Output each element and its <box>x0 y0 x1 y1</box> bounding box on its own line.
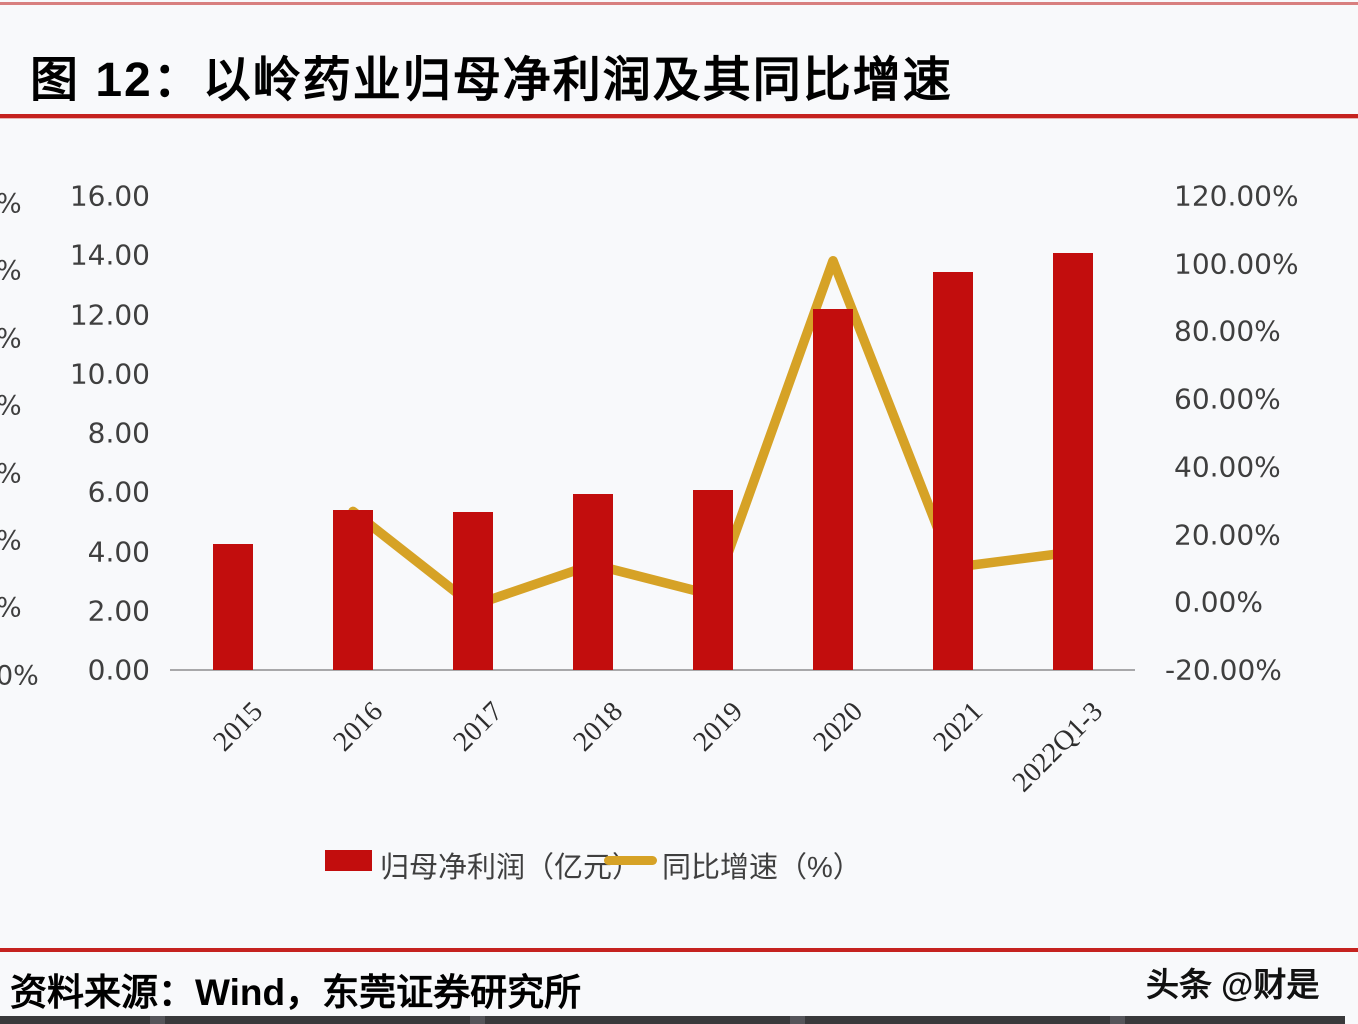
plot-area: 16.00 14.00 12.00 10.00 8.00 6.00 4.00 2.00 0.00… <box>0 140 1358 820</box>
y-axis-tick-right: -20.00% <box>1165 653 1282 687</box>
chart-title: 图 12：以岭药业归母净利润及其同比增速 <box>30 54 953 107</box>
y-axis-tick-left: 6.00 <box>87 475 150 509</box>
y-axis-tick-right: 60.00% <box>1174 382 1281 416</box>
bar-2021 <box>933 271 973 670</box>
legend-bar-swatch <box>325 850 372 871</box>
growth-line-chart <box>348 256 1078 611</box>
bar-2020 <box>813 308 853 670</box>
source-note: 资料来源：Wind，东莞证券研究所 <box>10 972 582 1013</box>
y-axis-tick-left: 0.00 <box>87 653 150 687</box>
y-axis-tick-right: 20.00% <box>1174 518 1281 552</box>
y-axis-tick-right: 100.00% <box>1174 247 1299 281</box>
y-axis-tick-right: 120.00% <box>1174 179 1299 213</box>
y-axis-tick-right: 0.00% <box>1174 585 1263 619</box>
x-axis-line <box>170 669 1135 671</box>
left-edge-axis-fragment: % <box>0 526 22 557</box>
legend-line-label: 同比增速（%） <box>662 852 862 884</box>
cropped-content-strip <box>0 1016 1345 1024</box>
y-axis-tick-left: 10.00 <box>69 357 150 391</box>
left-edge-axis-fragment: % <box>0 256 22 287</box>
bar-2016 <box>333 510 373 670</box>
y-axis-tick-left: 14.00 <box>69 238 150 272</box>
left-edge-axis-fragment: % <box>0 391 22 422</box>
title-underline-rule <box>0 114 1358 118</box>
bar-2015 <box>213 543 253 670</box>
bar-2018 <box>573 493 613 670</box>
bar-2017 <box>453 511 493 670</box>
y-axis-tick-left: 16.00 <box>69 179 150 213</box>
legend-line-swatch <box>604 856 657 865</box>
bar-2022Q1-3 <box>1053 253 1093 670</box>
y-axis-tick-right: 40.00% <box>1174 450 1281 484</box>
left-edge-axis-fragment: % <box>0 593 22 624</box>
y-axis-tick-left: 2.00 <box>87 594 150 628</box>
watermark-toutiao-caishi: 头条 @财是 <box>1146 966 1320 1003</box>
bottom-red-rule <box>0 948 1358 952</box>
left-edge-axis-fragment: % <box>0 458 22 489</box>
left-edge-axis-fragment: 0% <box>0 660 39 692</box>
y-axis-tick-right: 80.00% <box>1174 314 1281 348</box>
y-axis-tick-left: 12.00 <box>69 298 150 331</box>
y-axis-tick-left: 8.00 <box>87 416 150 450</box>
legend-bar-label: 归母净利润（亿元） <box>380 852 642 884</box>
bar-2019 <box>693 490 733 670</box>
left-edge-axis-fragment: % <box>0 189 22 220</box>
y-axis-tick-left: 4.00 <box>87 535 150 568</box>
top-red-rule <box>0 2 1358 5</box>
left-edge-axis-fragment: % <box>0 323 22 354</box>
